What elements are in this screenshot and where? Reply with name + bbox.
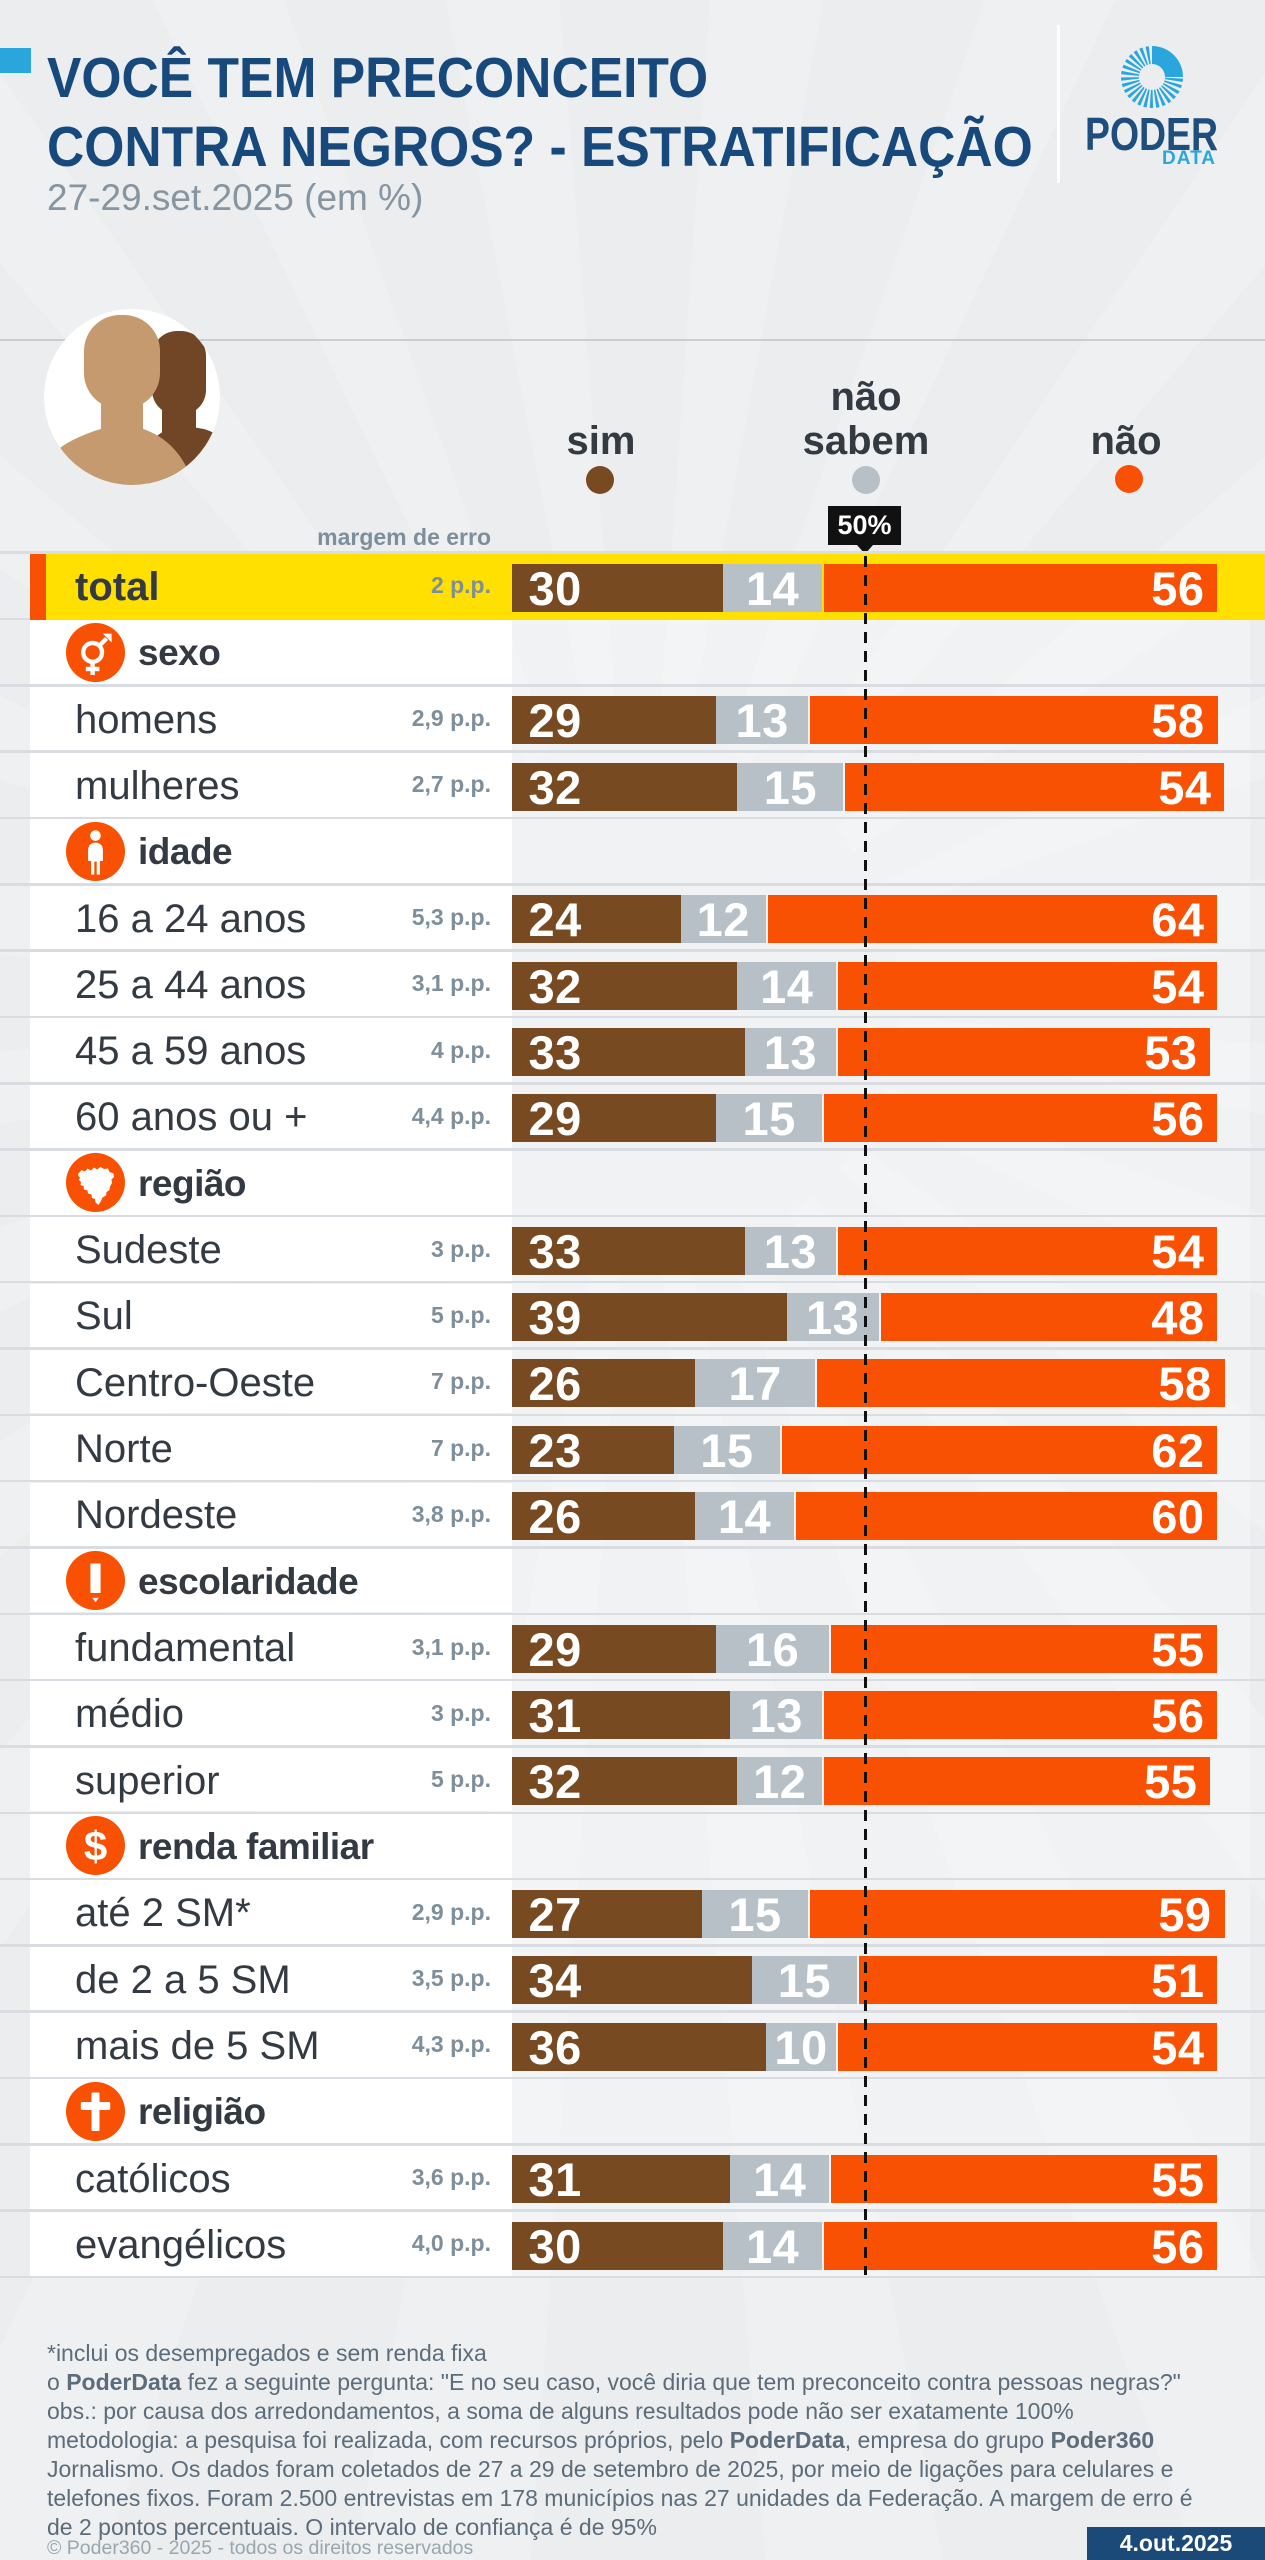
svg-text:$: $ (84, 1823, 107, 1870)
